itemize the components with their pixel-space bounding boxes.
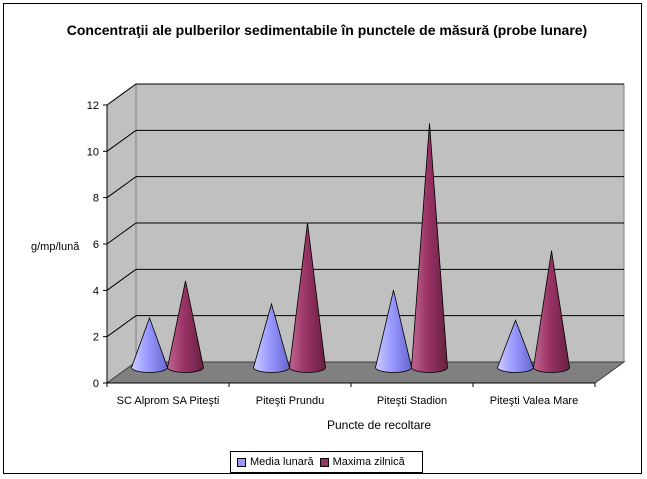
- gridline-side: [106, 268, 137, 291]
- x-axis-label: Puncte de recoltare: [326, 418, 432, 432]
- y-axis-label: g/mp/lună: [31, 241, 80, 253]
- x-tick-label: Piteşti Stadion: [377, 395, 447, 407]
- gridline-side: [106, 222, 137, 245]
- cone-maxima-zilnica: [533, 250, 570, 373]
- gridline-side: [106, 315, 137, 338]
- cone-maxima-zilnica: [411, 123, 448, 373]
- gridline-side: [106, 129, 137, 152]
- legend-item-maxima: Maxima zilnică: [319, 456, 405, 468]
- y-tick-label: 4: [93, 285, 99, 297]
- y-tick-label: 12: [87, 100, 99, 112]
- gridline-side: [106, 83, 137, 106]
- y-tick-label: 6: [93, 239, 99, 251]
- legend-swatch-media: [237, 457, 246, 467]
- cone-maxima-zilnica: [289, 222, 326, 373]
- x-tick-label: Piteşti Valea Mare: [490, 395, 578, 407]
- cone-maxima-zilnica: [167, 280, 204, 373]
- y-tick-label: 8: [93, 193, 99, 205]
- gridline-side: [106, 176, 137, 199]
- legend-label-media: Media lunară: [250, 456, 314, 468]
- legend-swatch-maxima: [319, 457, 329, 467]
- y-tick-label: 2: [93, 332, 99, 344]
- x-tick-label: Piteşti Prundu: [256, 395, 324, 407]
- x-tick-label: SC Alprom SA Piteşti: [117, 395, 220, 407]
- legend-label-maxima: Maxima zilnică: [332, 456, 405, 468]
- y-tick-label: 0: [93, 378, 99, 390]
- chart-title: Concentraţii ale pulberilor sedimentabil…: [66, 22, 588, 38]
- y-tick-label: 10: [87, 146, 99, 158]
- legend-item-media: Media lunară: [237, 456, 314, 468]
- legend: Media lunară Maxima zilnică: [230, 451, 423, 473]
